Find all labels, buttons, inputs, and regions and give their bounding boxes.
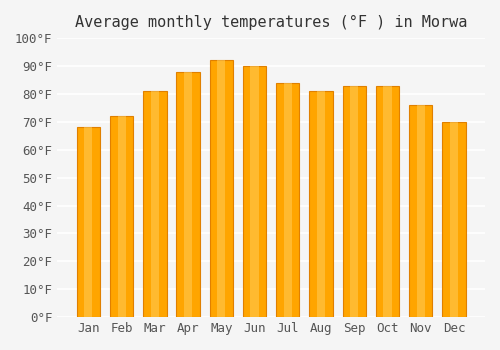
Bar: [110, 116, 134, 317]
Bar: [210, 61, 233, 317]
Bar: [442, 122, 466, 317]
Bar: [350, 85, 358, 317]
Bar: [384, 85, 392, 317]
Bar: [317, 91, 325, 317]
Bar: [450, 122, 458, 317]
Bar: [310, 91, 332, 317]
Bar: [184, 72, 192, 317]
Bar: [77, 127, 100, 317]
Bar: [118, 116, 126, 317]
Bar: [176, 72, 200, 317]
Bar: [416, 105, 425, 317]
Bar: [84, 127, 92, 317]
Bar: [376, 85, 399, 317]
Bar: [144, 91, 167, 317]
Bar: [151, 91, 159, 317]
Bar: [409, 105, 432, 317]
Title: Average monthly temperatures (°F ) in Morwa: Average monthly temperatures (°F ) in Mo…: [75, 15, 468, 30]
Bar: [276, 83, 299, 317]
Bar: [342, 85, 366, 317]
Bar: [243, 66, 266, 317]
Bar: [250, 66, 258, 317]
Bar: [284, 83, 292, 317]
Bar: [218, 61, 226, 317]
